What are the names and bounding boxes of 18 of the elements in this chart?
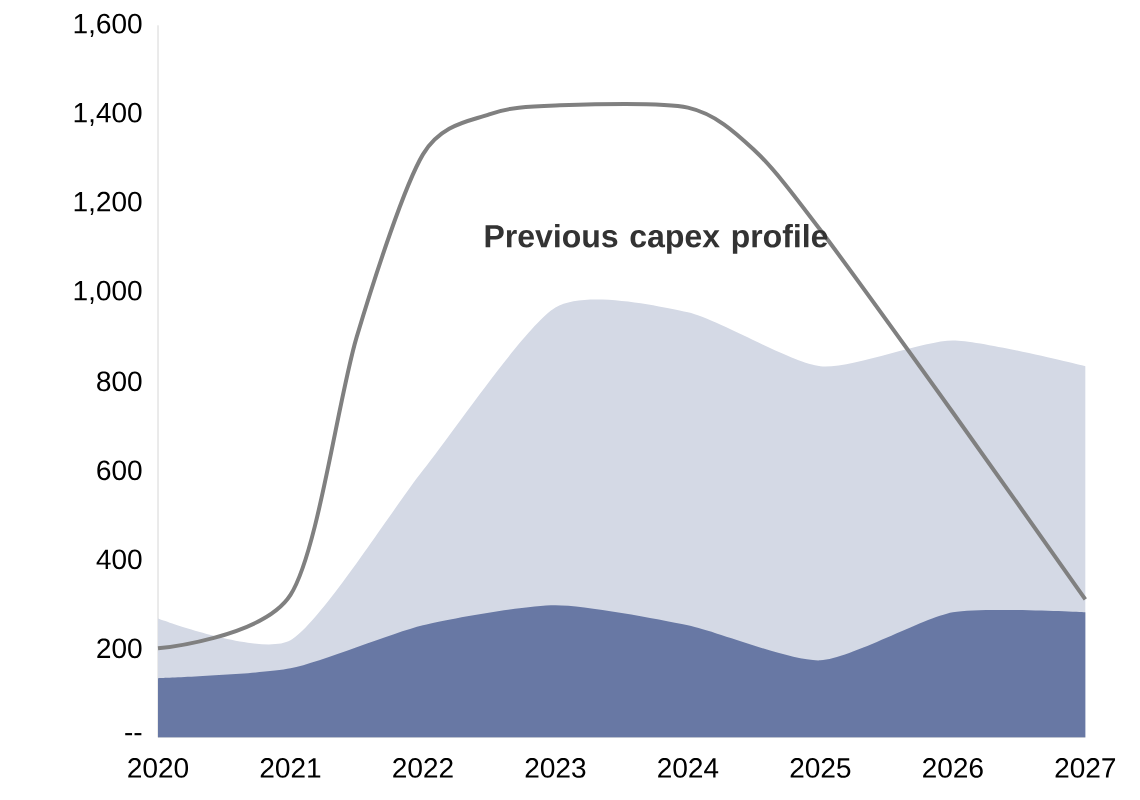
x-tick-label: 2021: [260, 758, 321, 778]
x-tick-label: 2027: [1055, 758, 1116, 778]
y-tick-label: 400: [96, 549, 142, 570]
y-tick-label: 1,200: [74, 191, 142, 215]
y-tick-label: 200: [97, 638, 142, 659]
y-tick-label: 1,400: [74, 102, 142, 126]
x-tick-label: 2026: [923, 758, 983, 778]
x-tick-label: 2022: [393, 758, 453, 778]
x-tick-label: 2020: [128, 758, 189, 778]
x-tick-label: 2024: [658, 758, 719, 778]
x-tick-label: 2023: [525, 758, 586, 778]
y-tick-label: 800: [97, 371, 142, 392]
y-tick-label: --: [125, 733, 142, 736]
y-tick-label: 600: [97, 460, 142, 481]
y-tick-label: 1,000: [74, 280, 142, 304]
x-tick-label: 2025: [790, 758, 851, 778]
annotation: Previous capex profile: [485, 224, 828, 254]
y-tick-label: 1,600: [74, 13, 142, 37]
